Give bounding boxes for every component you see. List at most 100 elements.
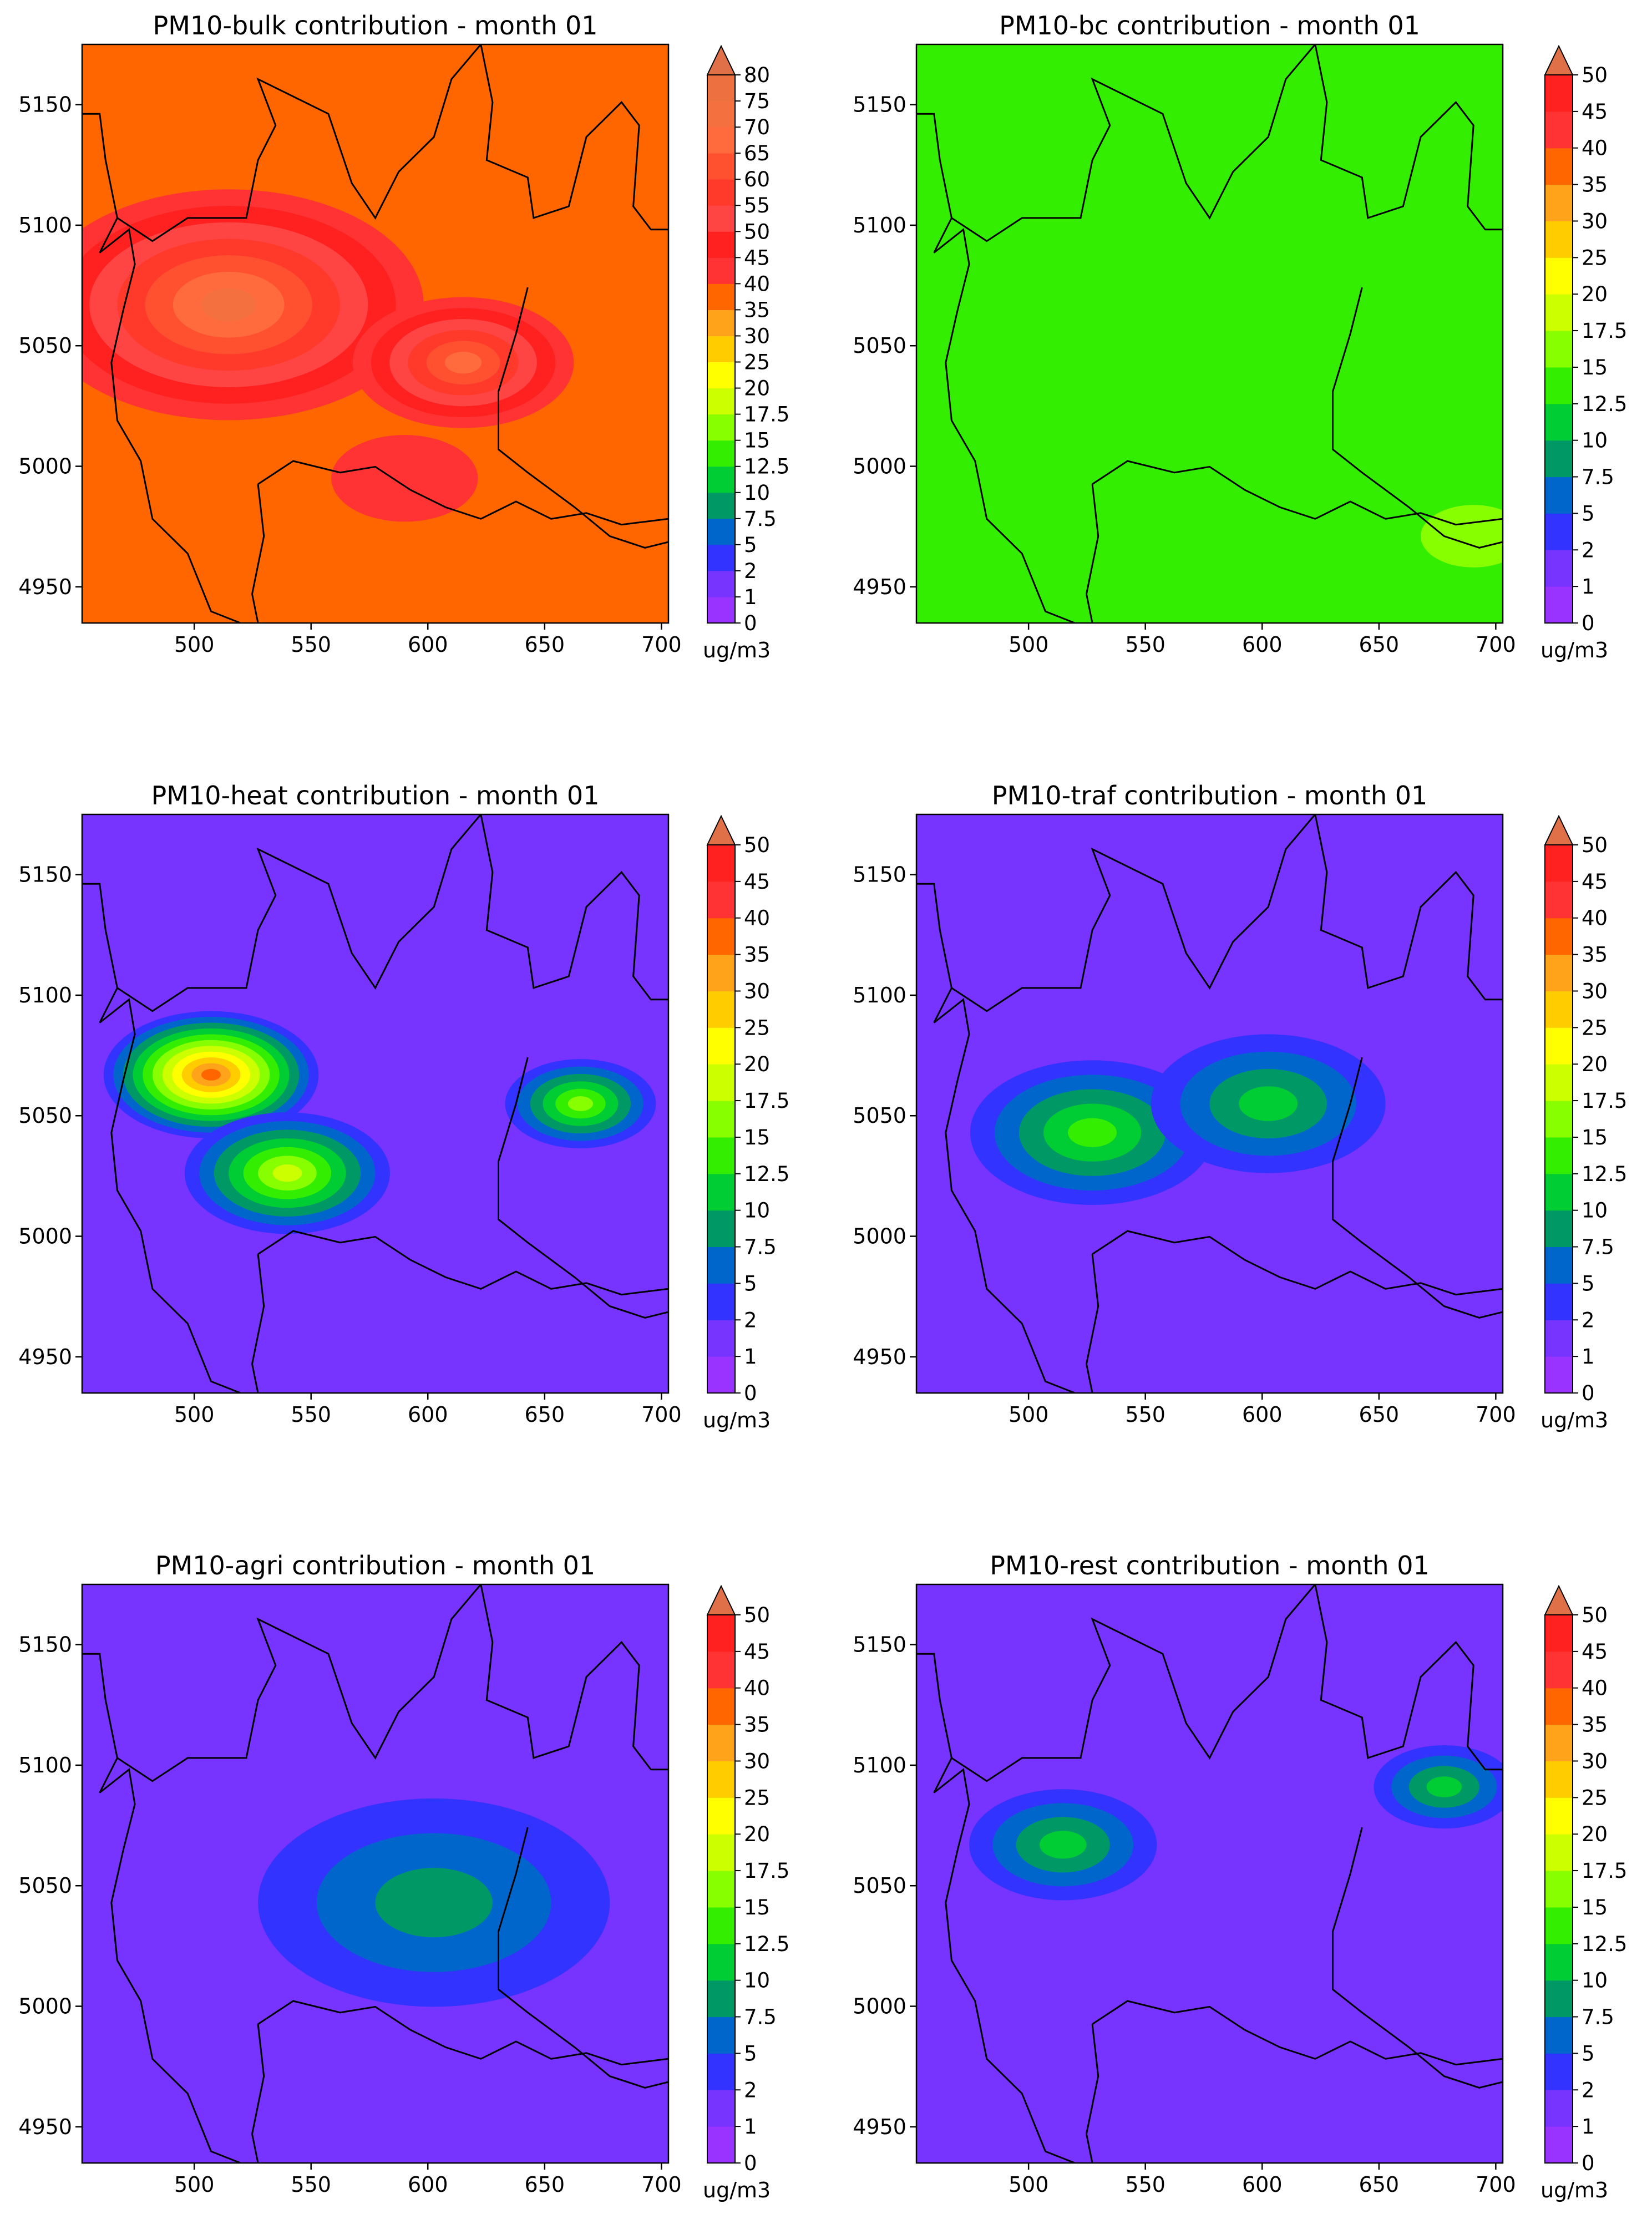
contour-band [1239, 1086, 1298, 1121]
colorbar-tick-label: 35 [744, 298, 770, 322]
colorbar-tick-label: 17.5 [744, 403, 789, 427]
colorbar-segment [1545, 550, 1573, 587]
x-tick-label: 500 [174, 632, 215, 657]
colorbar-tick-label: 1 [744, 2115, 757, 2139]
colorbar-segment [1545, 1797, 1573, 1835]
y-tick-label: 5000 [18, 1994, 72, 2019]
colorbar-frame [1544, 1614, 1573, 2164]
colorbar-tick-label: 12.5 [744, 1162, 789, 1186]
concentration-field [916, 814, 1503, 1393]
colorbar-segment [707, 1797, 735, 1835]
colorbar-segment [1545, 513, 1573, 550]
colorbar-segment [707, 954, 735, 991]
colorbar-frame [1544, 844, 1573, 1394]
colorbar-tick-label: 45 [744, 246, 770, 270]
x-tick-label: 700 [1476, 632, 1516, 657]
y-tick-label: 5150 [853, 1633, 906, 1657]
colorbar-segment [707, 362, 735, 389]
colorbar-tick-label: 10 [1582, 429, 1608, 453]
colorbar-segment [707, 1247, 735, 1284]
colorbar-segment [1545, 1907, 1573, 1944]
contour-band [1421, 505, 1503, 568]
x-tick-label: 600 [408, 1402, 448, 1427]
colorbar-segment [707, 492, 735, 519]
chart-title: PM10-agri contribution - month 01 [155, 1551, 595, 1580]
colorbar-tick-label: 10 [744, 1199, 770, 1223]
x-tick-label: 550 [291, 2172, 331, 2197]
colorbar-segment [1545, 477, 1573, 514]
colorbar-extend-arrow [1544, 814, 1574, 845]
x-tick-label: 600 [1242, 2172, 1283, 2197]
y-tick-label: 5100 [853, 213, 906, 237]
colorbar-tick-label: 50 [744, 833, 770, 857]
colorbar-tick-label: 15 [1582, 1896, 1608, 1919]
colorbar-tick-label: 75 [744, 89, 770, 113]
colorbar-tick-label: 25 [744, 351, 770, 374]
colorbar-segment [707, 1761, 735, 1798]
colorbar-tick-label: 40 [744, 1676, 770, 1700]
colorbar-segment [707, 1651, 735, 1689]
y-tick-label: 5150 [18, 863, 72, 887]
admin-boundary [1332, 1057, 1503, 1319]
colorbar-segment [1545, 294, 1573, 331]
colorbar-tick-label: 70 [744, 115, 770, 139]
colorbar-tick-label: 10 [744, 1969, 770, 1993]
colorbar-segment [707, 127, 735, 154]
colorbar-segment [1545, 331, 1573, 368]
colorbar-segment [1545, 1283, 1573, 1320]
colorbar-segment [707, 1356, 735, 1394]
colorbar-segment [1545, 1173, 1573, 1211]
y-tick-label: 5150 [18, 1633, 72, 1657]
contour-band [567, 1096, 594, 1111]
admin-boundary [480, 1584, 668, 1771]
colorbar-tick-label: 25 [1582, 1786, 1608, 1810]
colorbar-tick-label: 30 [1582, 979, 1608, 1003]
colorbar-tick-label: 45 [1582, 100, 1608, 124]
y-tick-label: 4950 [853, 1345, 906, 1369]
colorbar-tick-label: 15 [1582, 1126, 1608, 1149]
colorbar-tick-label: 17.5 [1582, 319, 1627, 343]
x-tick-label: 500 [174, 2172, 215, 2197]
colorbar-unit: ug/m3 [703, 638, 771, 662]
colorbar-tick-label: 65 [744, 141, 770, 165]
admin-boundary [1332, 1827, 1503, 2089]
colorbar-tick-label: 50 [1582, 1603, 1608, 1627]
colorbar-tick-label: 20 [1582, 1052, 1608, 1076]
colorbar-segment [1545, 2090, 1573, 2127]
admin-boundary [257, 2000, 668, 2066]
colorbar-segment [707, 2017, 735, 2054]
colorbar-tick-label: 35 [744, 943, 770, 967]
colorbar-tick-label: 2 [744, 1308, 757, 1332]
y-tick-label: 5000 [18, 454, 72, 479]
colorbar-segment [1545, 954, 1573, 991]
admin-boundary [1092, 2000, 1503, 2066]
y-tick-label: 5100 [18, 213, 72, 237]
admin-boundary [1085, 2024, 1099, 2163]
concentration-field [916, 1584, 1503, 2163]
colorbar-segment [707, 231, 735, 258]
x-tick-label: 550 [1125, 2172, 1165, 2197]
admin-boundary [1085, 1254, 1099, 1393]
colorbar-tick-label: 20 [744, 1822, 770, 1846]
colorbar-tick-label: 30 [744, 1749, 770, 1773]
colorbar-segment [1545, 75, 1573, 112]
x-tick-label: 700 [641, 2172, 682, 2197]
colorbar-tick-label: 60 [744, 168, 770, 191]
x-tick-label: 700 [1476, 1402, 1516, 1427]
x-tick-label: 550 [1125, 1402, 1165, 1427]
colorbar-tick-label: 0 [744, 611, 757, 635]
colorbar-tick-label: 0 [1582, 1381, 1595, 1405]
colorbar-extend-arrow [1544, 44, 1574, 75]
x-tick-label: 500 [1009, 632, 1049, 657]
colorbar-segment [707, 596, 735, 624]
y-tick-label: 5050 [853, 1103, 906, 1128]
admin-boundary [951, 44, 1316, 242]
colorbar-tick-label: 25 [744, 1786, 770, 1810]
colorbar-segment [707, 1615, 735, 1652]
colorbar-tick-label: 35 [744, 1713, 770, 1737]
admin-boundary [1332, 287, 1503, 549]
colorbar-tick-label: 7.5 [1582, 465, 1614, 489]
